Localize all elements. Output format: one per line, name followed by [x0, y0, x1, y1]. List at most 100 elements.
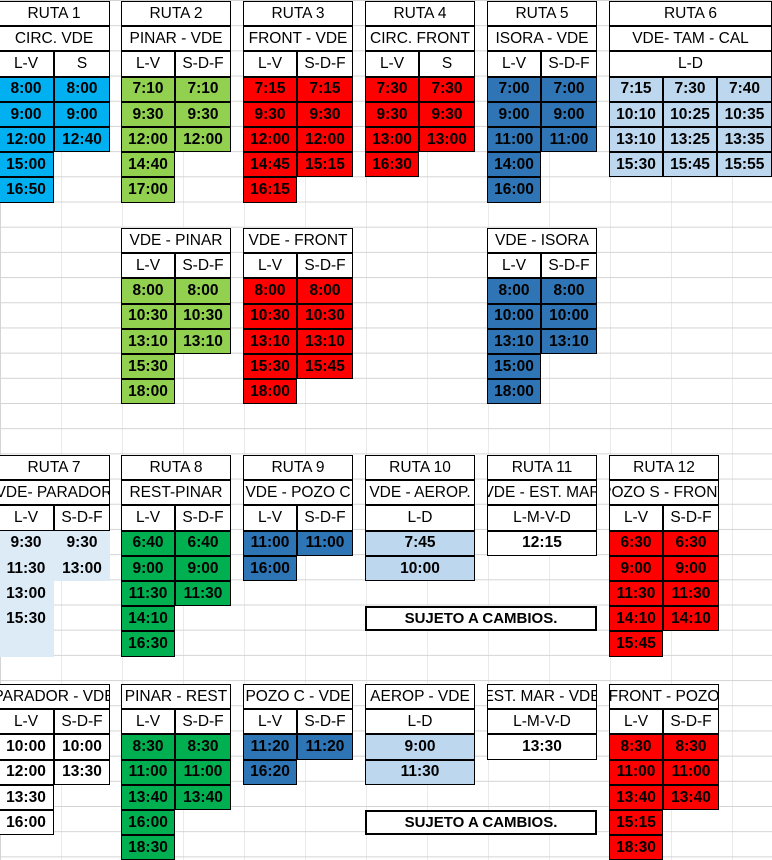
time-cell: 10:00 [365, 555, 475, 581]
time-cell: 8:00 [0, 76, 54, 102]
time-cell: 7:40 [717, 76, 772, 102]
r1-title: RUTA 1 [0, 1, 110, 27]
time-cell: 11:00 [243, 530, 297, 556]
time-cell: 7:30 [419, 76, 475, 102]
r3-days-weekend: S-D-F [297, 253, 353, 279]
r12-days-weekday: L-V [609, 709, 663, 735]
time-cell: 11:30 [365, 759, 475, 785]
r10-days: L-D [365, 505, 475, 531]
notice-subject-to-change: SUJETO A CAMBIOS. [365, 810, 597, 836]
time-cell: 7:45 [365, 530, 475, 556]
time-cell: 13:00 [365, 127, 419, 153]
time-cell: 10:00 [54, 734, 110, 760]
r7-days-weekday: L-V [0, 709, 54, 735]
time-cell: 13:10 [121, 328, 175, 354]
time-cell: 9:00 [121, 555, 175, 581]
r5-days-weekday: L-V [487, 51, 541, 77]
r10-return-days: L-D [365, 709, 475, 735]
time-cell: 13:40 [609, 784, 663, 810]
time-cell: 13:30 [54, 759, 110, 785]
r2-days-weekend: S-D-F [175, 253, 231, 279]
r3-days-weekend: S-D-F [297, 51, 353, 77]
time-cell: 11:30 [0, 555, 54, 581]
time-cell: 8:30 [175, 734, 231, 760]
time-cell: 9:30 [297, 101, 353, 127]
time-cell: 9:30 [243, 101, 297, 127]
time-cell: 7:00 [487, 76, 541, 102]
time-cell: 16:00 [121, 810, 175, 836]
empty-cell [0, 631, 54, 657]
r10-return-desc: AEROP - VDE [365, 684, 475, 710]
time-cell: 11:00 [175, 759, 231, 785]
r4-desc: CIRC. FRONT [365, 26, 475, 52]
r9-days-weekday: L-V [243, 709, 297, 735]
r8-title: RUTA 8 [121, 455, 231, 481]
r8-return-desc: PINAR - REST [121, 684, 231, 710]
time-cell: 8:00 [243, 278, 297, 304]
time-cell: 6:30 [663, 530, 719, 556]
r8-days-weekday: L-V [121, 709, 175, 735]
time-cell: 14:00 [487, 152, 541, 178]
r2-title: RUTA 2 [121, 1, 231, 27]
time-cell: 9:00 [0, 101, 54, 127]
time-cell: 15:30 [609, 152, 663, 178]
r5-days-weekend: S-D-F [541, 253, 597, 279]
time-cell: 13:40 [175, 784, 231, 810]
time-cell: 9:00 [487, 101, 541, 127]
r5-desc: ISORA - VDE [487, 26, 597, 52]
time-cell: 16:50 [0, 177, 54, 203]
time-cell: 11:30 [663, 581, 719, 607]
time-cell: 13:10 [175, 328, 231, 354]
r2-days-weekday: L-V [121, 253, 175, 279]
r7-return-desc: PARADOR - VDE [0, 684, 110, 710]
time-cell: 11:00 [663, 759, 719, 785]
r12-days-weekend: S-D-F [663, 505, 719, 531]
time-cell: 14:10 [121, 606, 175, 632]
r11-return-desc: EST. MAR - VDE [487, 684, 597, 710]
time-cell: 7:15 [243, 76, 297, 102]
time-cell: 9:00 [609, 555, 663, 581]
time-cell: 10:30 [121, 303, 175, 329]
time-cell: 11:00 [121, 759, 175, 785]
r9-desc: VDE - POZO C [243, 480, 353, 506]
time-cell: 18:00 [487, 379, 541, 405]
r4-days-weekend: S [419, 51, 475, 77]
r10-desc: VDE - AEROP. [365, 480, 475, 506]
r7-desc: VDE- PARADOR [0, 480, 110, 506]
time-cell: 13:10 [609, 127, 663, 153]
time-cell: 8:00 [175, 278, 231, 304]
time-cell: 11:30 [121, 581, 175, 607]
time-cell: 16:00 [243, 555, 297, 581]
time-cell: 9:30 [175, 101, 231, 127]
time-cell: 10:00 [487, 303, 541, 329]
r12-days-weekend: S-D-F [663, 709, 719, 735]
time-cell: 6:40 [121, 530, 175, 556]
time-cell: 13:40 [663, 784, 719, 810]
time-cell: 16:30 [121, 631, 175, 657]
r9-days-weekend: S-D-F [297, 505, 353, 531]
time-cell: 7:15 [297, 76, 353, 102]
r2-days-weekday: L-V [121, 51, 175, 77]
time-cell: 18:30 [121, 835, 175, 860]
time-cell: 13:25 [663, 127, 717, 153]
r3-return-desc: VDE - FRONT [243, 228, 353, 254]
time-cell: 15:55 [717, 152, 772, 178]
time-cell: 12:00 [121, 127, 175, 153]
r3-title: RUTA 3 [243, 1, 353, 27]
r9-days-weekday: L-V [243, 505, 297, 531]
time-cell: 7:15 [609, 76, 663, 102]
time-cell: 13:10 [541, 328, 597, 354]
time-cell: 14:40 [121, 152, 175, 178]
r8-days-weekend: S-D-F [175, 709, 231, 735]
time-cell: 6:30 [609, 530, 663, 556]
time-cell: 11:30 [175, 581, 231, 607]
time-cell: 12:00 [243, 127, 297, 153]
time-cell: 13:10 [243, 328, 297, 354]
time-cell: 16:15 [243, 177, 297, 203]
time-cell: 7:30 [365, 76, 419, 102]
time-cell: 11:00 [541, 127, 597, 153]
r12-desc: POZO S - FRONT [609, 480, 719, 506]
time-cell: 11:20 [243, 734, 297, 760]
time-cell: 15:15 [297, 152, 353, 178]
r1-days-weekend: S [54, 51, 110, 77]
